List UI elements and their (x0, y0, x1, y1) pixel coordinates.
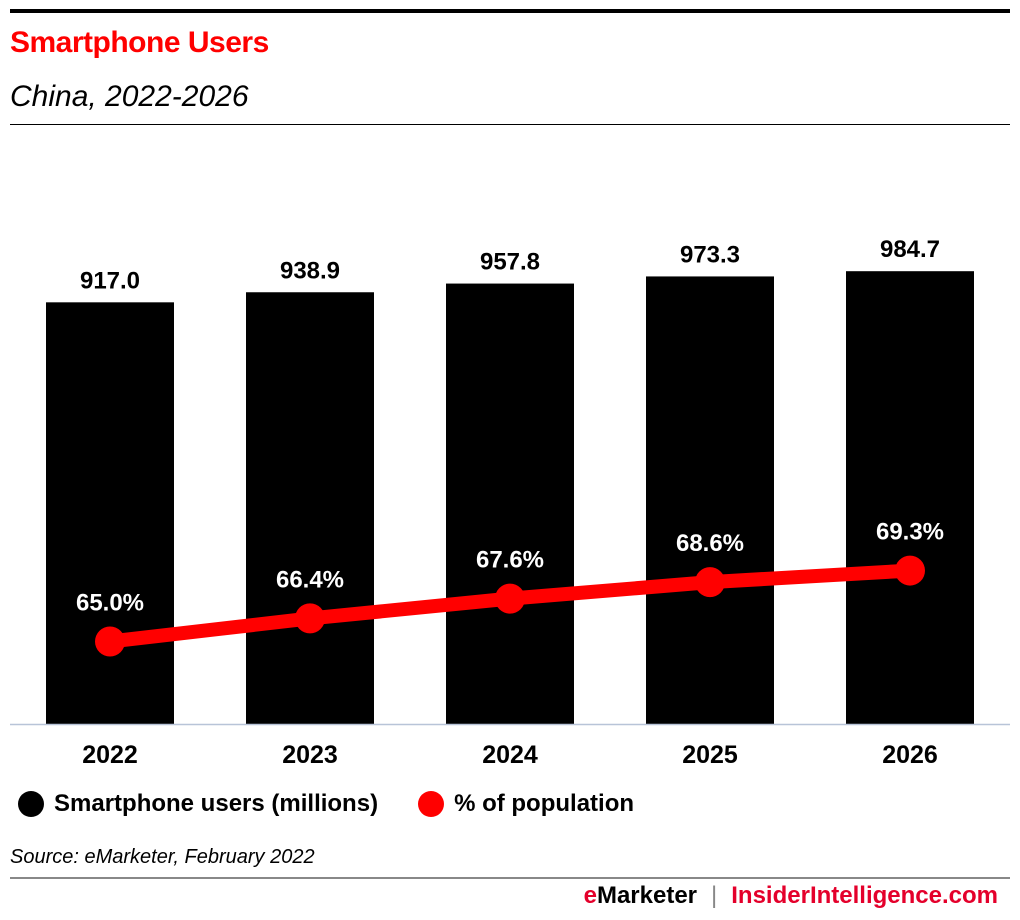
population-point-2026 (895, 555, 925, 586)
x-tick-2026: 2026 (882, 741, 938, 769)
title-divider (10, 124, 1010, 125)
bar-label-2025: 973.3 (680, 241, 740, 268)
source-note: Source: eMarketer, February 2022 (10, 846, 315, 868)
x-tick-2024: 2024 (482, 741, 538, 769)
legend-swatch-users (18, 791, 44, 817)
bar-label-2022: 917.0 (80, 267, 140, 294)
x-tick-2023: 2023 (282, 741, 338, 769)
bar-2022 (46, 302, 174, 724)
bar-label-2026: 984.7 (880, 236, 940, 263)
bar-label-2023: 938.9 (280, 257, 340, 284)
chart-area: 917.0 2022 938.9 2023 957.8 2024 973.3 2025 984.… (10, 236, 1010, 769)
population-label-2022: 65.0% (76, 590, 144, 617)
population-label-2023: 66.4% (276, 566, 344, 593)
population-label-2026: 69.3% (876, 519, 944, 546)
population-point-2023 (295, 603, 325, 634)
population-label-2024: 67.6% (476, 547, 544, 574)
footer-divider (10, 877, 1010, 879)
population-label-2025: 68.6% (676, 530, 744, 557)
bar-2025 (646, 276, 774, 724)
bar-2026 (846, 271, 974, 724)
chart-title: Smartphone Users (10, 26, 269, 59)
bar-label-2024: 957.8 (480, 249, 540, 276)
top-bar (10, 9, 1010, 13)
legend-label-users: Smartphone users (millions) (54, 790, 379, 817)
x-tick-2025: 2025 (682, 741, 738, 769)
population-point-2022 (95, 626, 125, 657)
legend: Smartphone users (millions) % of populat… (18, 790, 634, 818)
population-point-2025 (695, 567, 725, 598)
population-point-2024 (495, 583, 525, 614)
legend-swatch-population (418, 791, 445, 817)
emarketer-logo: eMarketer (583, 882, 698, 909)
bar-2023 (246, 292, 374, 724)
x-tick-2022: 2022 (82, 741, 138, 769)
chart-subtitle: China, 2022-2026 (10, 80, 249, 113)
insider-intelligence-link[interactable]: InsiderIntelligence.com (731, 882, 998, 909)
bar-2024 (446, 283, 574, 724)
footer-separator: | (711, 882, 718, 909)
legend-label-population: % of population (454, 790, 635, 817)
footer: eMarketer | InsiderIntelligence.com (584, 882, 998, 910)
